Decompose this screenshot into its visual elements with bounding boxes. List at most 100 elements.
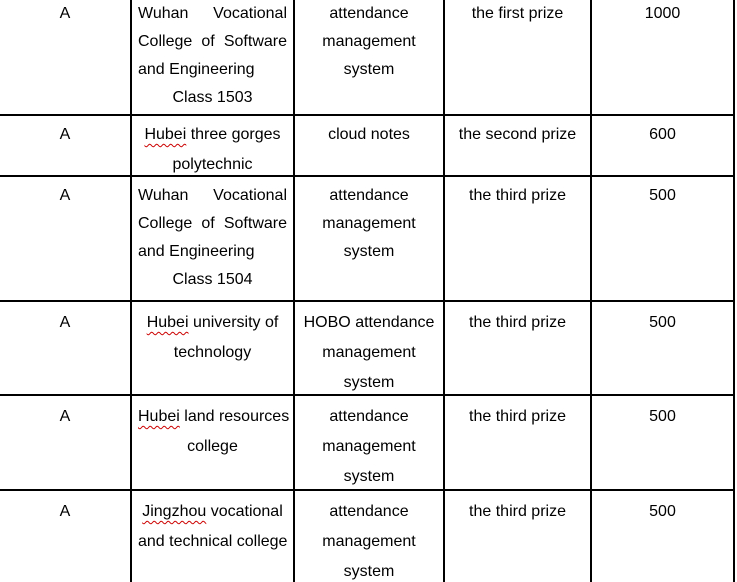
text-line: attendance (301, 497, 437, 527)
table-row: A Hubei land resources college attendance ma… (0, 396, 735, 492)
school-cell: Jingzhou vocational and technical college (132, 491, 295, 582)
text-segment: system (343, 243, 395, 260)
word: Vocational (213, 5, 287, 22)
text-segment: attendance (329, 408, 409, 425)
text-segment: college (187, 438, 238, 455)
text-line: 500 (598, 308, 727, 338)
text-line: A (6, 497, 124, 527)
text-segment: management (322, 438, 416, 455)
text-segment: 600 (649, 126, 676, 143)
text-line: system (301, 557, 437, 582)
text-segment: system (343, 374, 395, 391)
word: Wuhan (138, 187, 189, 204)
text-line: Hubei land resources (138, 402, 289, 432)
text-segment: Class 1503 (172, 89, 253, 106)
work-cell: HOBO attendance management system (295, 302, 445, 398)
text-segment: the third prize (469, 187, 566, 204)
work-cell: attendance management system (295, 491, 445, 582)
text-segment: vocational (206, 503, 283, 520)
bonus-cell: 500 (592, 302, 735, 398)
prize-cell: the first prize (445, 0, 592, 114)
text-line: A (6, 402, 124, 432)
school-cell: Wuhan Vocational College of Software and Engi… (132, 0, 295, 114)
text-segment: and technical college (138, 533, 288, 550)
text-line: Hubei three gorges (138, 120, 287, 150)
table-row: A Wuhan Vocational College of Software and Eng… (0, 0, 735, 116)
text-segment: A (59, 5, 71, 22)
bonus-cell: 500 (592, 491, 735, 582)
text-line: Class 1503 (138, 84, 287, 112)
misspelled-word: Hubei (144, 126, 187, 143)
text-line: Wuhan Vocational (138, 182, 287, 210)
word: College (138, 33, 193, 50)
text-segment: A (59, 314, 71, 331)
group-cell: A (0, 177, 132, 300)
table-row: A Wuhan Vocational College of Software and Eng… (0, 177, 735, 302)
prize-cell: the third prize (445, 491, 592, 582)
text-line: system (301, 56, 437, 84)
word: of (201, 215, 215, 232)
text-line: polytechnic (138, 150, 287, 180)
text-line: A (6, 120, 124, 150)
group-cell: A (0, 396, 132, 492)
table-row: A Jingzhou vocational and technical colleg… (0, 491, 735, 582)
text-line: the third prize (451, 182, 584, 210)
text-segment: 1000 (644, 5, 681, 22)
text-segment: cloud notes (328, 126, 410, 143)
text-line: 1000 (598, 0, 727, 28)
text-line: College of Software (138, 210, 287, 238)
work-cell: attendance management system (295, 0, 445, 114)
text-segment: 500 (649, 187, 676, 204)
text-line: Jingzhou vocational (138, 497, 287, 527)
text-segment: management (322, 33, 416, 50)
text-line: cloud notes (301, 120, 437, 150)
text-line: and Engineering (138, 56, 287, 84)
text-line: management (301, 432, 437, 462)
text-segment: system (343, 61, 395, 78)
text-line: technology (138, 338, 287, 368)
misspelled-word: Jingzhou (142, 503, 207, 520)
prize-cell: the third prize (445, 396, 592, 492)
text-segment: A (59, 126, 71, 143)
text-line: Hubei university of (138, 308, 287, 338)
text-segment: polytechnic (172, 156, 253, 173)
group-cell: A (0, 491, 132, 582)
misspelled-word: Hubei (146, 314, 189, 331)
word: Wuhan (138, 5, 189, 22)
text-segment: technology (173, 344, 252, 361)
text-line: system (301, 238, 437, 266)
work-cell: attendance management system (295, 396, 445, 492)
table-row: A Hubei three gorges polytechnic cloud note… (0, 116, 735, 180)
text-segment: management (322, 215, 416, 232)
text-segment: 500 (649, 503, 676, 520)
text-line: 500 (598, 182, 727, 210)
group-cell: A (0, 302, 132, 398)
text-line: attendance (301, 402, 437, 432)
text-line: management (301, 28, 437, 56)
text-line: the third prize (451, 402, 584, 432)
work-cell: cloud notes (295, 116, 445, 180)
school-cell: Hubei university of technology (132, 302, 295, 398)
text-line: A (6, 182, 124, 210)
text-segment: university of (188, 314, 279, 331)
text-line: attendance (301, 0, 437, 28)
text-segment: attendance (329, 503, 409, 520)
text-line: College of Software (138, 28, 287, 56)
bonus-cell: 500 (592, 177, 735, 300)
text-line: A (6, 308, 124, 338)
text-line: college (138, 432, 287, 462)
text-line: the third prize (451, 308, 584, 338)
text-line: 500 (598, 402, 727, 432)
word: of (201, 33, 215, 50)
text-segment: Class 1504 (172, 271, 253, 288)
bonus-cell: 600 (592, 116, 735, 180)
text-segment: the third prize (469, 408, 566, 425)
text-line: management (301, 338, 437, 368)
group-cell: A (0, 0, 132, 114)
text-segment: three gorges (186, 126, 281, 143)
school-cell: Hubei three gorges polytechnic (132, 116, 295, 180)
school-cell: Wuhan Vocational College of Software and Engi… (132, 177, 295, 300)
text-segment: management (322, 344, 416, 361)
